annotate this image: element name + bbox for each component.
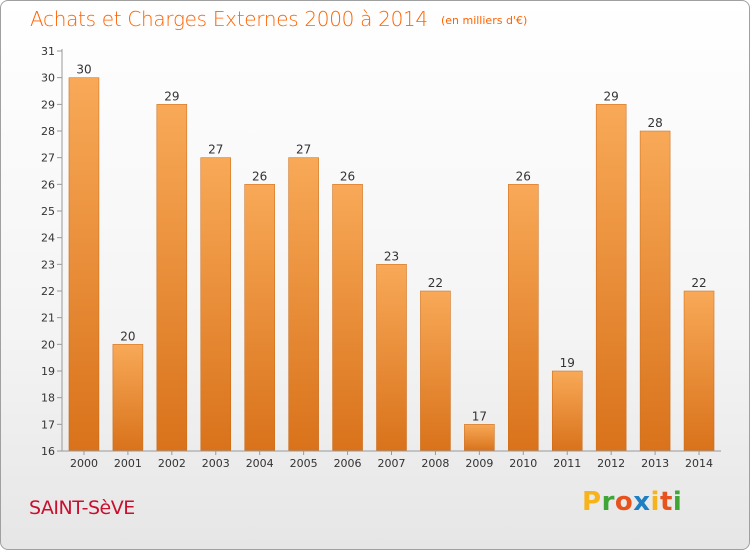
y-tick-label: 16 <box>41 445 55 458</box>
bar-value-label: 26 <box>252 169 267 183</box>
bar-2004 <box>244 184 275 452</box>
x-tick-label: 2004 <box>246 457 274 470</box>
bar-value-label: 27 <box>208 143 223 157</box>
logo-letter: r <box>601 487 615 517</box>
x-tick-label: 2007 <box>378 457 406 470</box>
x-tick-label: 2011 <box>553 457 581 470</box>
bar-value-label: 30 <box>76 63 91 77</box>
y-tick-label: 19 <box>41 365 55 378</box>
bar-value-label: 19 <box>560 356 575 370</box>
logo-letter: t <box>659 487 673 517</box>
chart-title: Achats et Charges Externes 2000 à 2014 <box>30 7 428 31</box>
bar-2009 <box>464 424 495 452</box>
y-tick-label: 22 <box>41 285 55 298</box>
bar-value-label: 28 <box>647 116 662 130</box>
bar-2014 <box>683 290 715 452</box>
bar-value-label: 29 <box>164 89 179 103</box>
bar-2007 <box>376 264 407 452</box>
x-tick-label: 2010 <box>509 457 537 470</box>
x-tick-label: 2005 <box>290 457 318 470</box>
y-tick-label: 18 <box>41 392 55 405</box>
bar-value-label: 26 <box>516 169 531 183</box>
y-tick-label: 23 <box>41 258 55 271</box>
logo-letter: i <box>650 487 660 517</box>
town-name: SAINT-SèVE <box>29 497 135 519</box>
bar-2005 <box>288 157 319 452</box>
proxiti-logo: Proxiti <box>582 487 682 517</box>
y-tick-label: 20 <box>41 338 55 351</box>
logo-letter: P <box>582 487 602 517</box>
bar-value-label: 20 <box>120 329 135 343</box>
chart-subtitle: (en milliers d'€) <box>440 14 528 27</box>
logo-letter: i <box>672 487 683 517</box>
bar-value-label: 22 <box>428 276 443 290</box>
chart-title-block: Achats et Charges Externes 2000 à 2014 (… <box>30 7 527 31</box>
bar-2012 <box>595 104 627 452</box>
y-tick-label: 28 <box>41 125 55 138</box>
logo-letter: o <box>614 487 634 517</box>
x-tick-label: 2014 <box>685 457 713 470</box>
axes-group: 16 17 18 19 20 21 22 23 24 25 26 27 28 29 30 31 2000 2001… <box>41 45 721 470</box>
y-tick-label: 21 <box>41 312 55 325</box>
bar-2008 <box>420 290 451 452</box>
bar-value-label: 23 <box>384 249 399 263</box>
bar-2001 <box>112 344 144 452</box>
bar-2011 <box>551 370 583 452</box>
x-tick-label: 2012 <box>597 457 625 470</box>
x-tick-label: 2008 <box>421 457 449 470</box>
bar-2000 <box>68 77 100 452</box>
bar-2002 <box>156 104 188 452</box>
bar-2010 <box>508 184 539 452</box>
bar-2013 <box>639 130 671 452</box>
x-tick-label: 2002 <box>158 457 186 470</box>
x-tick-label: 2001 <box>114 457 142 470</box>
bars-group: 30 20 29 27 26 27 26 23 22 17 26 19 29 28 22 <box>68 63 715 452</box>
bar-value-label: 29 <box>604 89 619 103</box>
y-tick-label: 31 <box>41 45 55 58</box>
x-tick-label: 2006 <box>334 457 362 470</box>
y-tick-label: 26 <box>41 178 55 191</box>
x-tick-label: 2009 <box>465 457 493 470</box>
y-tick-label: 29 <box>41 98 55 111</box>
bar-2003 <box>200 157 232 452</box>
bar-value-label: 27 <box>296 143 311 157</box>
bar-2006 <box>332 184 363 452</box>
y-tick-label: 17 <box>41 418 55 431</box>
bar-value-label: 22 <box>691 276 706 290</box>
logo-letter: x <box>633 487 651 517</box>
y-tick-label: 25 <box>41 205 55 218</box>
x-tick-label: 2013 <box>641 457 669 470</box>
x-tick-label: 2000 <box>70 457 98 470</box>
x-tick-label: 2003 <box>202 457 230 470</box>
y-tick-label: 27 <box>41 152 55 165</box>
bar-value-label: 26 <box>340 169 355 183</box>
y-tick-label: 30 <box>41 72 55 85</box>
y-tick-label: 24 <box>41 232 55 245</box>
bar-value-label: 17 <box>472 409 487 423</box>
